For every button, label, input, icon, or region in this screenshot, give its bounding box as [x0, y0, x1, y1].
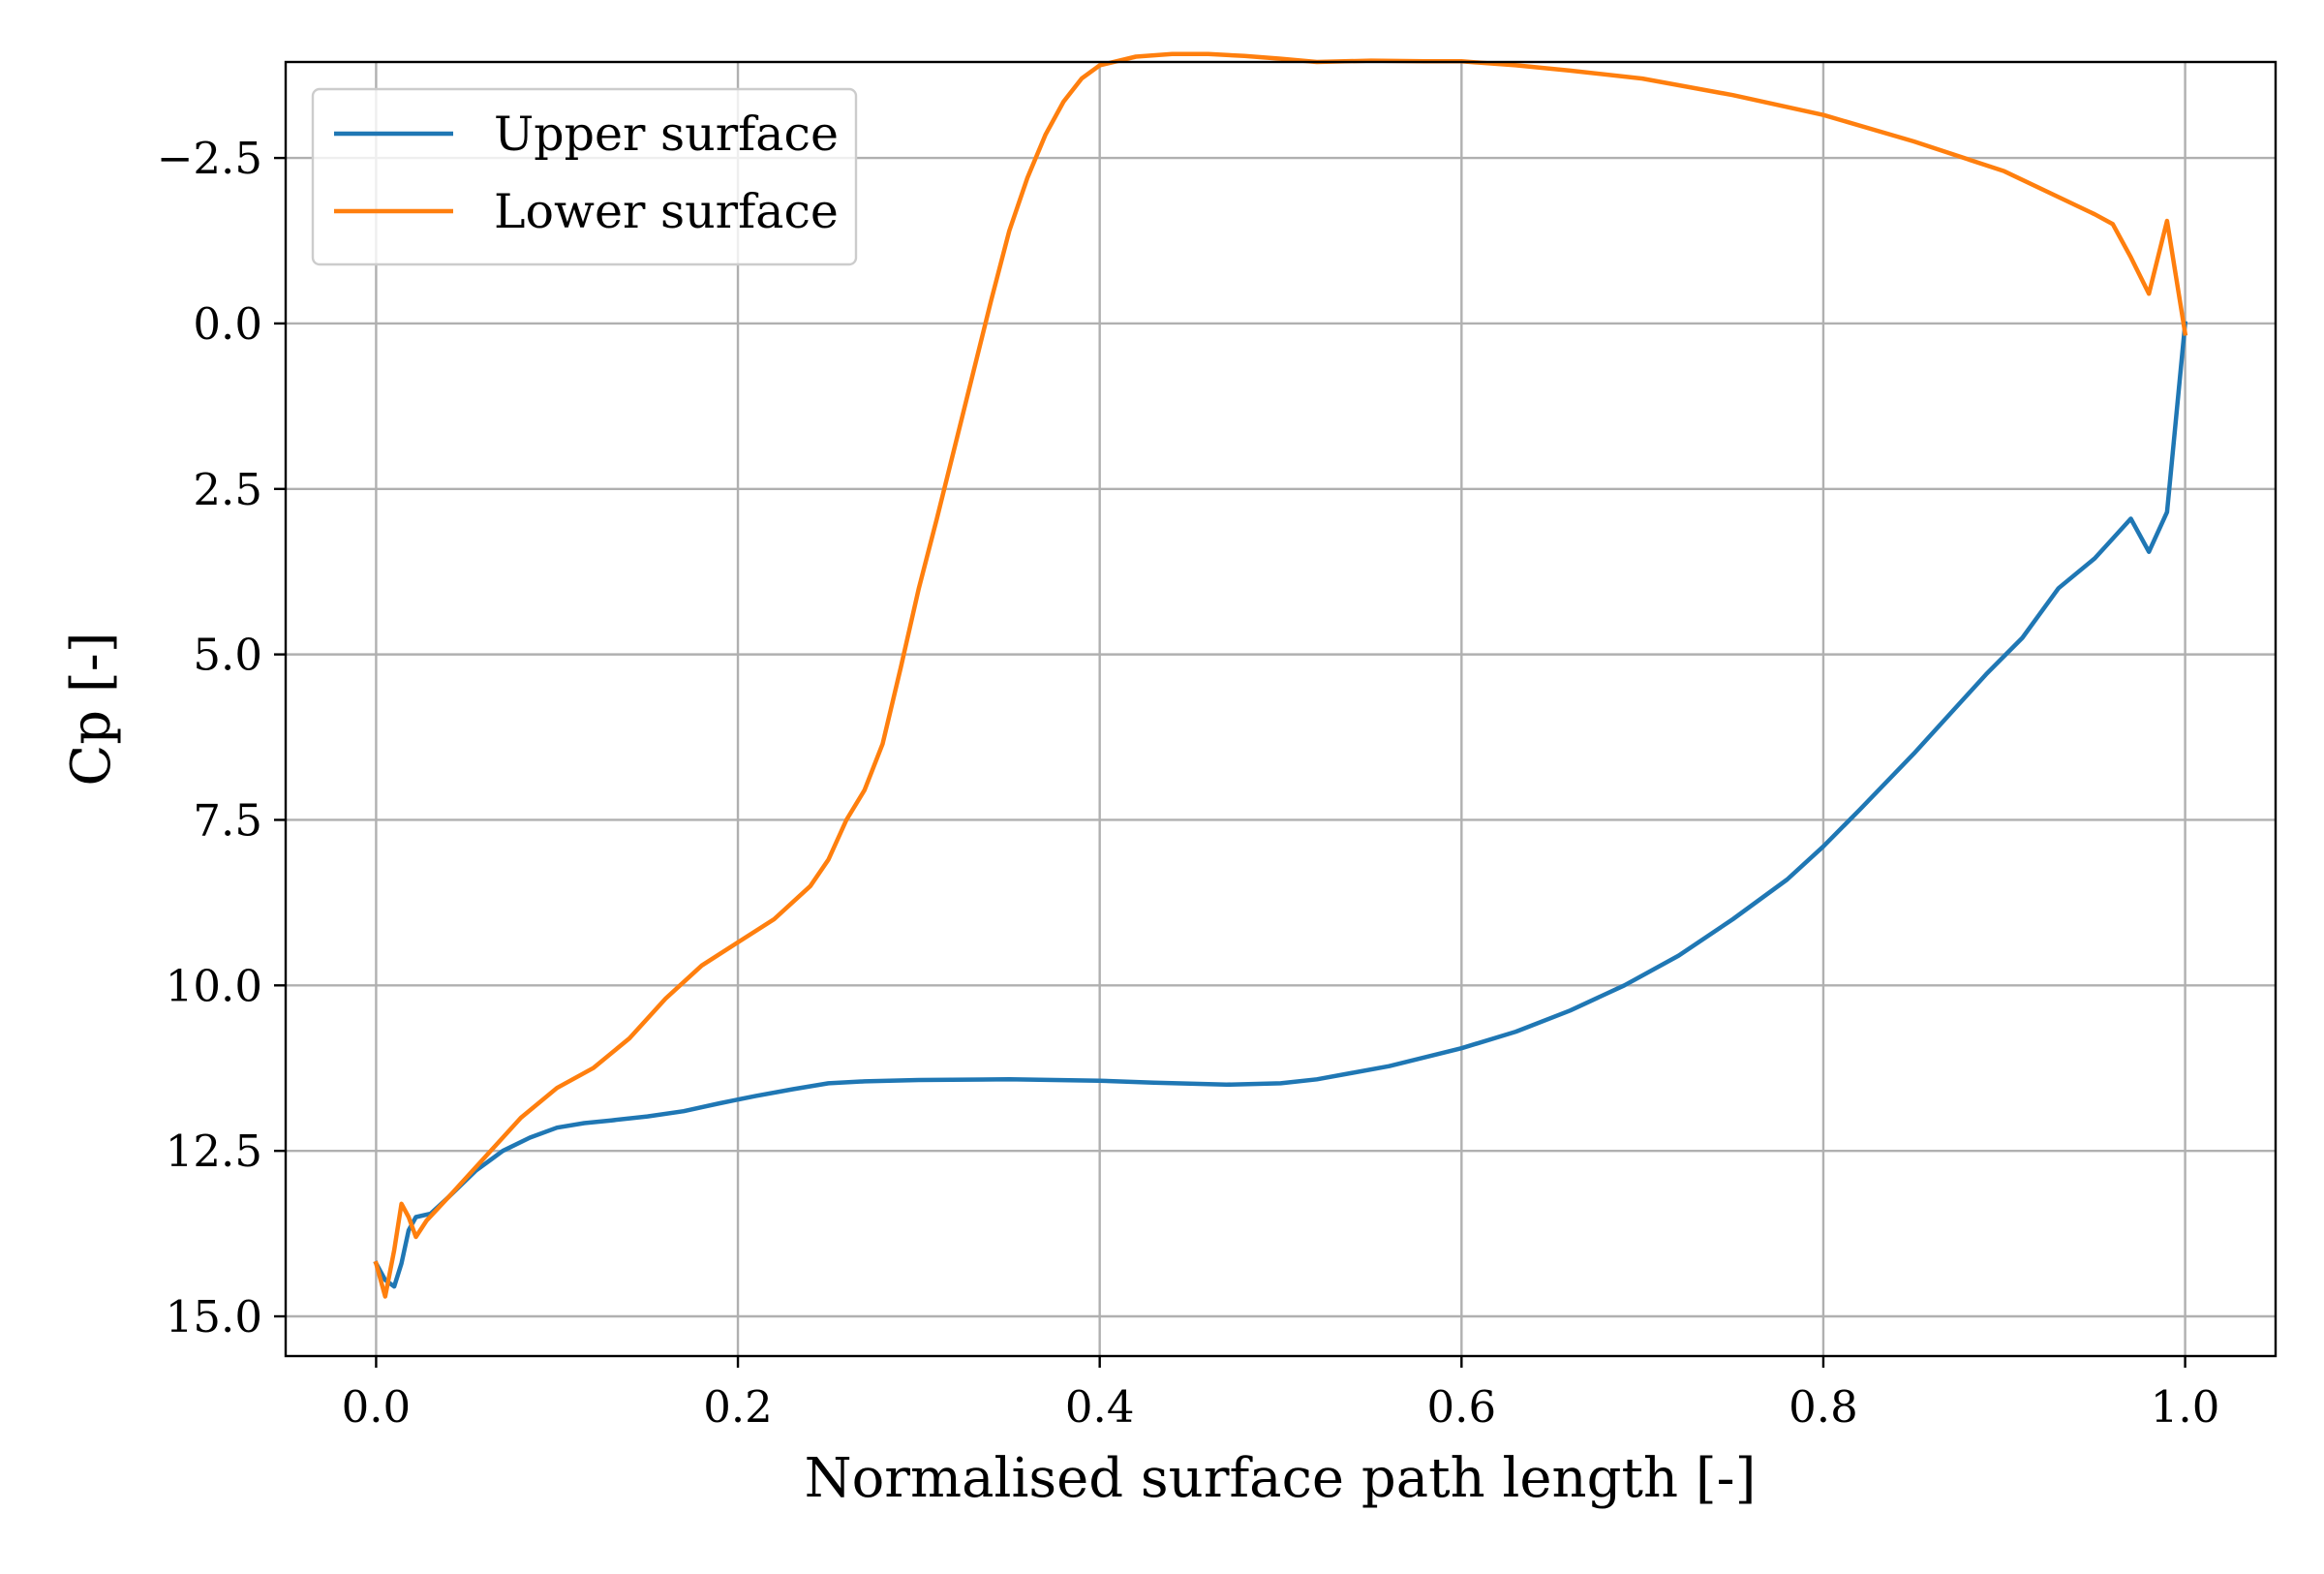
x-tick-label: 0.2: [703, 1381, 773, 1433]
tick-layer: 0.0 0.2 0.4 0.6 0.8 1.0 −2.5 0.0 2.5 5.0 7.5 10.0 12…: [157, 133, 2220, 1433]
x-tick-label: 0.0: [342, 1381, 412, 1433]
y-tick-label: 12.5: [166, 1126, 262, 1177]
y-tick-label: 10.0: [166, 960, 262, 1011]
x-axis-label: Normalised surface path length [-]: [805, 1447, 1757, 1510]
y-tick-label: 2.5: [193, 464, 262, 515]
plot-area-frame: [284, 60, 2278, 1358]
series-line-upper-surface: [373, 321, 2188, 1289]
legend-label-upper-surface: Upper surface: [494, 107, 839, 162]
grid-layer: [286, 62, 2276, 1356]
y-tick-label: 15.0: [166, 1291, 262, 1343]
legend-label-lower-surface: Lower surface: [494, 184, 839, 239]
x-tick-label: 0.8: [1789, 1381, 1858, 1433]
y-tick-label: 5.0: [193, 630, 262, 681]
series-layer: [373, 51, 2188, 1299]
y-tick-label: 7.5: [193, 794, 262, 846]
y-tick-label: −2.5: [157, 133, 262, 184]
x-tick-label: 0.4: [1065, 1381, 1135, 1433]
x-tick-label: 0.6: [1427, 1381, 1497, 1433]
x-tick-label: 1.0: [2151, 1381, 2220, 1433]
legend: Upper surface Lower surface: [311, 87, 858, 266]
y-tick-label: 0.0: [193, 298, 262, 350]
y-axis-label: Cp [-]: [60, 632, 123, 786]
series-line-lower-surface: [373, 51, 2188, 1299]
